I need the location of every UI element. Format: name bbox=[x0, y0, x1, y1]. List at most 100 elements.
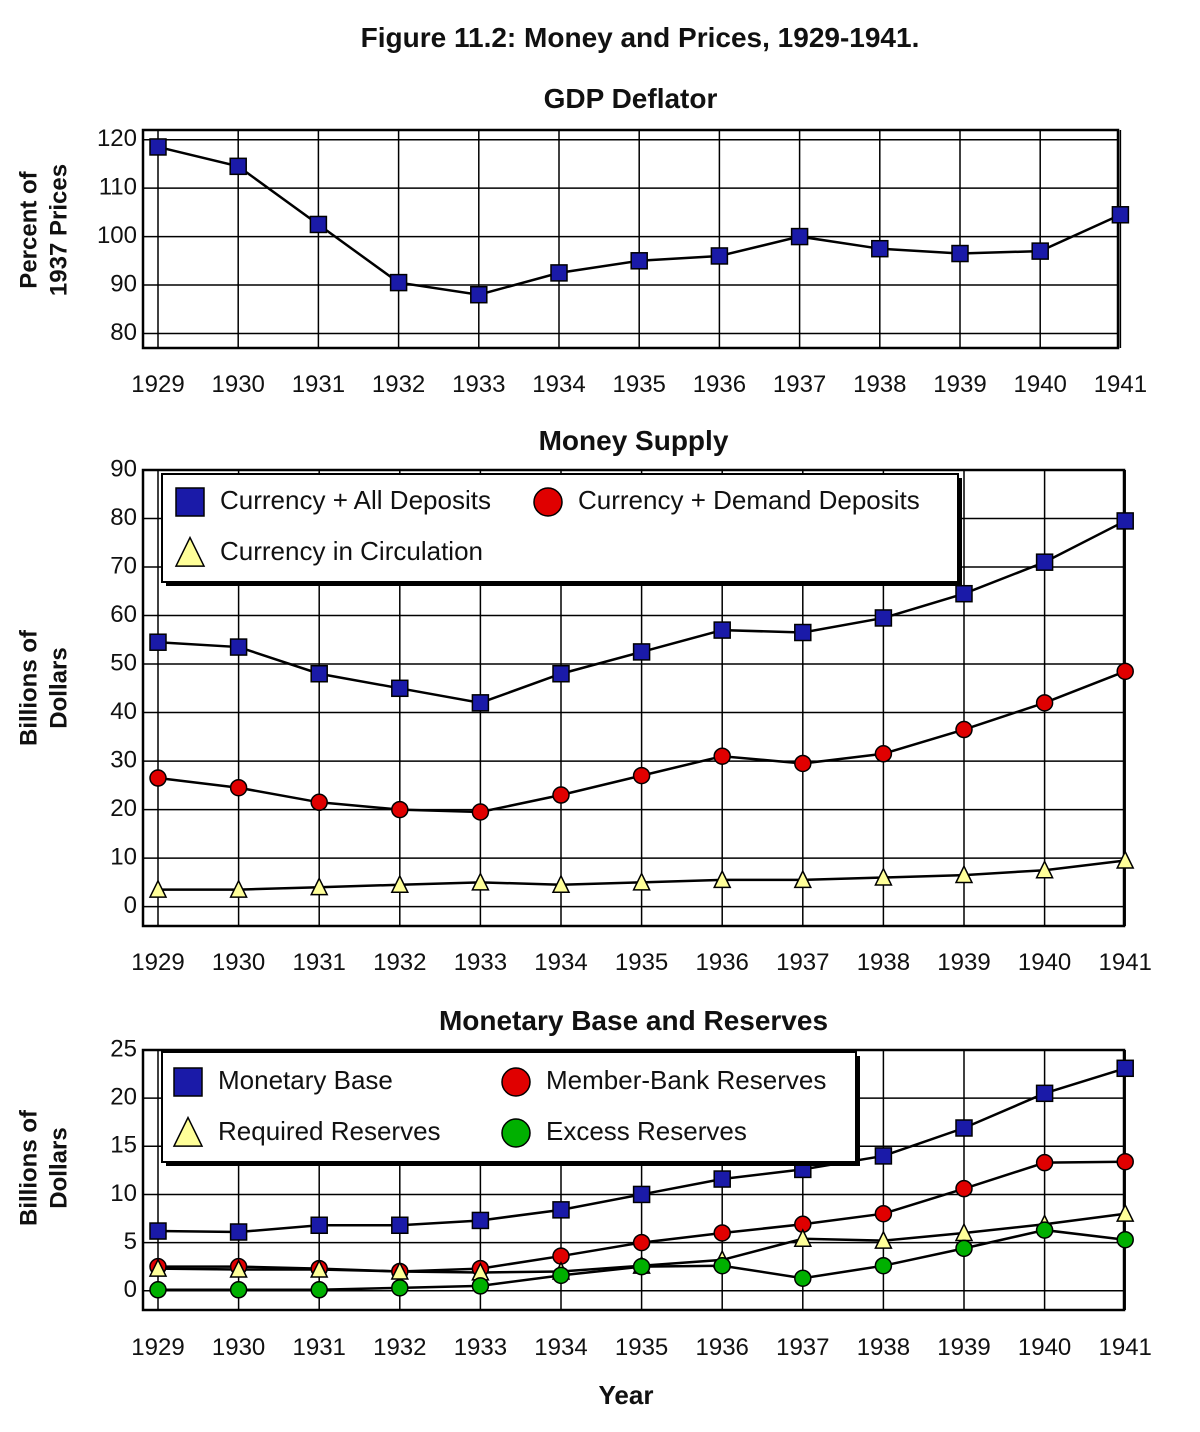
data-point bbox=[229, 1223, 248, 1241]
data-point bbox=[229, 638, 248, 656]
data-point bbox=[1116, 1059, 1134, 1078]
chart-title: Monetary Base and Reserves bbox=[439, 1005, 828, 1036]
data-point bbox=[632, 643, 651, 661]
x-tick-label: 1935 bbox=[615, 1334, 668, 1361]
data-point bbox=[710, 247, 729, 265]
data-point bbox=[713, 1224, 731, 1242]
data-point bbox=[951, 244, 969, 263]
data-point bbox=[955, 1119, 973, 1137]
legend-marker bbox=[173, 1067, 203, 1097]
legend-marker bbox=[533, 487, 563, 517]
data-point bbox=[794, 754, 812, 773]
data-point bbox=[391, 1279, 409, 1297]
x-tick-label: 1936 bbox=[693, 371, 746, 398]
y-tick-label: 30 bbox=[110, 746, 137, 773]
x-tick-label: 1929 bbox=[131, 1334, 184, 1361]
x-tick-label: 1939 bbox=[933, 371, 986, 398]
figure-title: Figure 11.2: Money and Prices, 1929-1941… bbox=[361, 22, 920, 53]
x-tick-label: 1939 bbox=[937, 949, 990, 976]
data-point bbox=[149, 769, 167, 787]
y-tick-label: 20 bbox=[110, 795, 137, 822]
y-tick-label: 5 bbox=[124, 1228, 137, 1255]
data-point bbox=[1116, 512, 1134, 530]
plot-frame bbox=[141, 468, 1126, 928]
data-point bbox=[552, 1266, 570, 1285]
y-axis-label-line: 1937 Prices bbox=[45, 164, 72, 296]
x-tick-label: 1935 bbox=[613, 371, 666, 398]
data-point bbox=[1031, 242, 1049, 260]
x-tick-label: 1932 bbox=[373, 949, 426, 976]
legend-marker bbox=[172, 1115, 204, 1147]
data-point bbox=[1035, 1084, 1054, 1103]
x-tick-label: 1935 bbox=[615, 949, 668, 976]
data-point bbox=[1116, 1230, 1134, 1249]
data-point bbox=[1035, 1221, 1054, 1239]
data-point bbox=[310, 664, 328, 683]
data-point bbox=[391, 1216, 409, 1235]
data-point bbox=[310, 793, 328, 812]
x-tick-label: 1929 bbox=[131, 371, 184, 398]
data-point bbox=[632, 871, 651, 891]
data-point bbox=[955, 584, 973, 603]
data-point bbox=[793, 869, 813, 889]
plot-frame bbox=[141, 128, 1120, 350]
data-point bbox=[471, 694, 490, 712]
data-point bbox=[552, 1201, 570, 1219]
data-point bbox=[550, 264, 568, 282]
y-tick-label: 80 bbox=[110, 504, 137, 531]
y-axis-label-line: Dollars bbox=[45, 647, 72, 728]
y-tick-label: 20 bbox=[110, 1083, 137, 1110]
x-tick-label: 1936 bbox=[696, 1334, 749, 1361]
x-axis-title: Year bbox=[599, 1380, 654, 1410]
y-tick-label: 70 bbox=[110, 552, 137, 579]
legend-label: Currency + All Deposits bbox=[220, 485, 491, 515]
data-point bbox=[1035, 859, 1054, 879]
data-point bbox=[874, 866, 893, 886]
data-point bbox=[309, 215, 328, 234]
x-tick-label: 1938 bbox=[857, 949, 910, 976]
legend-marker bbox=[501, 1067, 531, 1097]
data-point bbox=[874, 1256, 893, 1275]
x-tick-label: 1931 bbox=[293, 949, 346, 976]
legend-label: Currency in Circulation bbox=[220, 536, 483, 566]
data-point bbox=[310, 1281, 328, 1299]
x-tick-label: 1931 bbox=[293, 1334, 346, 1361]
y-tick-label: 120 bbox=[97, 125, 137, 152]
data-point bbox=[309, 1259, 329, 1278]
data-point bbox=[793, 1228, 813, 1247]
x-tick-label: 1941 bbox=[1099, 949, 1152, 976]
y-tick-label: 50 bbox=[110, 649, 137, 676]
y-tick-label: 90 bbox=[110, 270, 137, 297]
data-point bbox=[874, 1147, 893, 1165]
legend-marker bbox=[174, 535, 206, 567]
data-point bbox=[149, 138, 167, 156]
data-point bbox=[1116, 1152, 1134, 1171]
data-point bbox=[229, 1259, 248, 1278]
data-point bbox=[149, 1222, 167, 1240]
y-axis-label-line: Billions of bbox=[15, 1109, 42, 1226]
data-point bbox=[955, 720, 973, 739]
x-tick-label: 1930 bbox=[212, 371, 265, 398]
data-point bbox=[310, 1216, 328, 1235]
y-tick-label: 0 bbox=[124, 892, 137, 919]
data-point bbox=[632, 1233, 651, 1252]
x-tick-label: 1934 bbox=[534, 1334, 587, 1361]
data-point bbox=[471, 871, 490, 891]
data-point bbox=[470, 285, 488, 304]
chart-3: Monetary Base and Reserves Billions of Dol… bbox=[15, 1005, 1152, 1361]
data-point bbox=[1111, 206, 1130, 224]
x-tick-label: 1929 bbox=[131, 949, 184, 976]
chart-1: GDP Deflator Percent of 1937 Prices 80 90 100… bbox=[15, 83, 1147, 398]
data-point bbox=[794, 1269, 812, 1287]
x-tick-label: 1938 bbox=[857, 1334, 910, 1361]
plot-frame bbox=[141, 1048, 1126, 1312]
y-tick-label: 15 bbox=[110, 1132, 137, 1159]
data-point bbox=[955, 1239, 973, 1258]
data-point bbox=[713, 1170, 731, 1188]
data-point bbox=[790, 227, 809, 246]
x-tick-label: 1934 bbox=[534, 949, 587, 976]
data-point bbox=[229, 157, 247, 176]
data-point bbox=[630, 252, 648, 270]
